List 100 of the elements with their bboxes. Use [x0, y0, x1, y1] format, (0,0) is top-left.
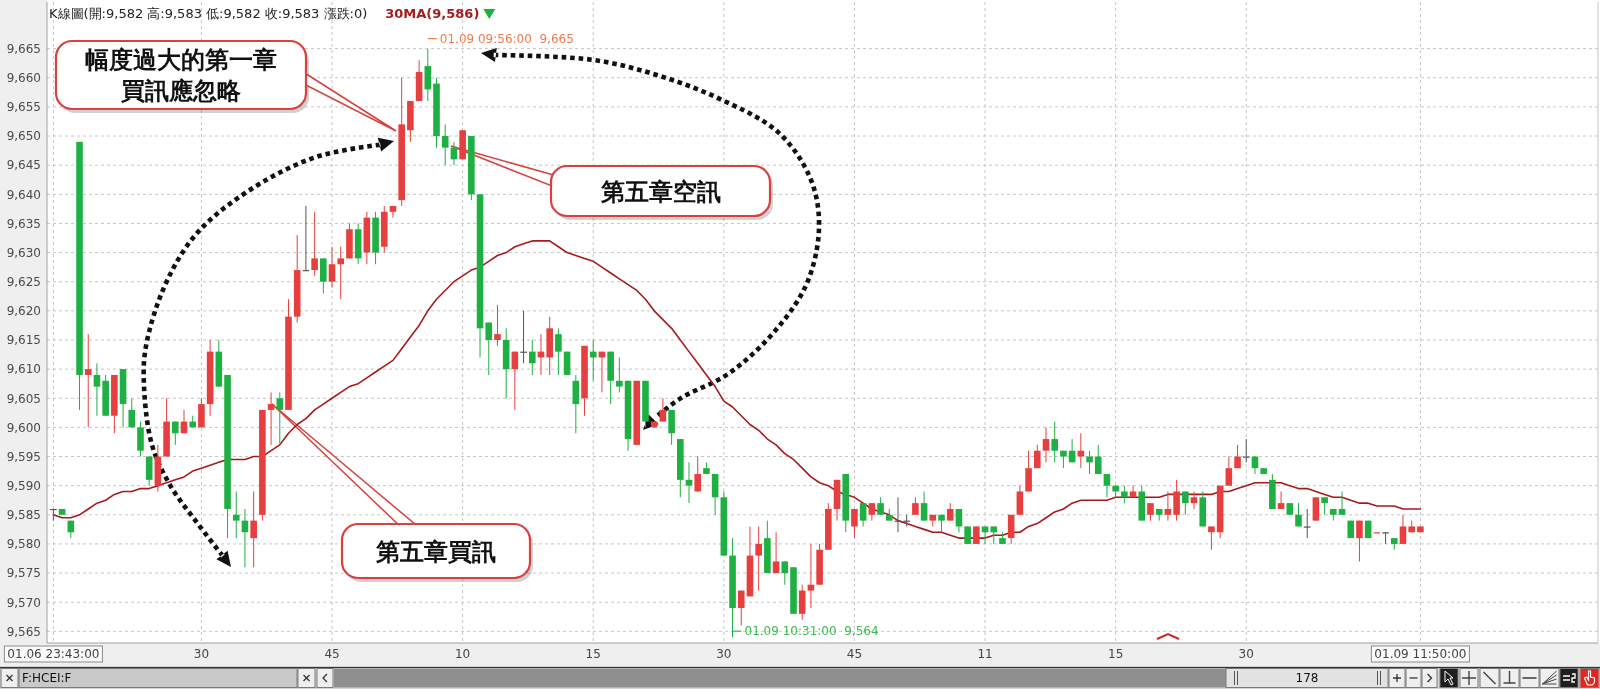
annotation: 第五章買訊 [375, 538, 496, 565]
candlestick [145, 456, 153, 487]
candlestick [1051, 421, 1059, 463]
y-tick-label: 9,650 [6, 129, 41, 144]
y-tick-label: 9,600 [6, 420, 41, 435]
candlestick [859, 502, 867, 527]
x-tick-label: 01.09 11:50:00 [1374, 647, 1467, 661]
candlestick [685, 461, 693, 504]
candlestick [1173, 479, 1180, 522]
y-tick-label: 9,615 [6, 333, 41, 348]
x-tick-label: 15 [1108, 647, 1124, 661]
x-tick-label: 15 [585, 647, 601, 661]
y-tick-label: 9,665 [6, 41, 41, 56]
candlestick [851, 508, 858, 539]
y-tick-label: 9,660 [6, 71, 41, 86]
candlestick [1356, 520, 1363, 562]
y-tick-label: 9,625 [6, 275, 41, 290]
candlestick [798, 584, 806, 621]
candlestick [1016, 485, 1024, 516]
candlestick [772, 531, 780, 574]
candlestick [1338, 490, 1346, 516]
annotation: 01.09 10:31:00 9,564 [744, 624, 879, 639]
candlestick [555, 327, 562, 376]
x-tick-label: 45 [324, 647, 340, 661]
candlestick [232, 490, 240, 539]
candlestick [1277, 490, 1285, 510]
candlestick [128, 397, 136, 428]
candlestick [781, 560, 789, 586]
annotation: 01.09 09:56:00 9,665 [439, 31, 574, 46]
candlestick [485, 322, 493, 376]
candlestick [84, 333, 92, 428]
candlestick [337, 246, 345, 300]
candlestick [694, 456, 702, 492]
candlestick [659, 397, 667, 423]
y-tick-label: 9,570 [6, 595, 41, 610]
candlestick [668, 409, 675, 446]
text: F:HCEI:F [22, 671, 72, 685]
candlestick [711, 473, 719, 516]
candlestick [1103, 473, 1111, 498]
candlestick [1077, 432, 1085, 469]
y-tick-label: 9,580 [6, 537, 41, 552]
chart-title: K線圖(開:9,582 高:9,583 低:9,582 收:9,583 漲跌:0) [49, 6, 368, 21]
x-tick-label: 30 [716, 647, 732, 661]
y-tick-label: 9,590 [6, 478, 41, 493]
candlestick [1025, 450, 1032, 492]
candlestick [328, 246, 336, 289]
candlestick [311, 211, 318, 277]
y-tick-label: 9,655 [6, 100, 41, 115]
candlestick [1225, 456, 1233, 487]
candlestick [1190, 490, 1198, 510]
y-tick-label: 9,620 [6, 304, 41, 319]
x-tick-label: 30 [1238, 647, 1254, 661]
candlestick [589, 339, 597, 382]
line-series [52, 240, 1422, 539]
y-tick-label: 9,595 [6, 449, 41, 464]
candlestick [1303, 508, 1311, 539]
candlestick [93, 362, 101, 417]
candlestick [250, 490, 257, 568]
candlestick [424, 48, 432, 102]
text: 30MA(9,586) [385, 6, 480, 21]
candlestick [981, 525, 989, 545]
candlestick [755, 525, 762, 592]
y-tick-label: 9,575 [6, 566, 41, 581]
candlestick [572, 374, 580, 434]
candlestick [320, 257, 327, 294]
candlestick [1312, 496, 1320, 522]
y-tick-label: 9,605 [6, 391, 41, 406]
y-tick-label: 9,610 [6, 362, 41, 377]
candlestick [137, 421, 144, 458]
y-tick-label: 9,645 [6, 158, 41, 173]
candlestick [528, 339, 536, 376]
candlestick [1208, 525, 1215, 551]
candlestick [1182, 490, 1189, 516]
candlestick [807, 543, 815, 609]
candlestick [441, 123, 449, 166]
candlestick [1007, 514, 1015, 545]
y-tick-label: 9,640 [6, 187, 41, 202]
y-tick-label: 9,635 [6, 216, 41, 231]
candlestick [1094, 444, 1102, 475]
candlestick [494, 304, 501, 347]
candlestick [1399, 514, 1407, 545]
y-tick-label: 9,630 [6, 245, 41, 260]
candlestick [1042, 426, 1050, 463]
candlestick [276, 391, 284, 446]
x-tick-label: 45 [846, 647, 863, 661]
candlestick [1164, 490, 1172, 522]
candlestick [920, 490, 928, 522]
annotation: 幅度過大的第一章買訊應忽略 [85, 47, 277, 104]
x-tick-label: 30 [193, 647, 210, 661]
annotation: 第五章空訊 [599, 178, 721, 205]
x-tick-label: 01.06 23:43:00 [7, 647, 100, 661]
y-tick-label: 9,585 [6, 508, 41, 523]
text: 178 [1295, 671, 1319, 685]
candlestick [1086, 450, 1093, 475]
candlestick [737, 590, 745, 627]
candlestick [389, 205, 397, 219]
x-tick-label: 11 [977, 647, 993, 661]
candlestick [267, 391, 275, 446]
candlestick [198, 397, 205, 428]
candlestick [616, 356, 623, 393]
